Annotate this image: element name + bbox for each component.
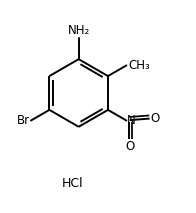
Text: HCl: HCl bbox=[62, 177, 84, 190]
Text: N: N bbox=[127, 114, 136, 127]
Text: O: O bbox=[151, 112, 160, 125]
Text: Br: Br bbox=[17, 114, 30, 127]
Text: CH₃: CH₃ bbox=[128, 59, 150, 72]
Text: O: O bbox=[125, 140, 134, 153]
Text: NH₂: NH₂ bbox=[68, 24, 90, 37]
